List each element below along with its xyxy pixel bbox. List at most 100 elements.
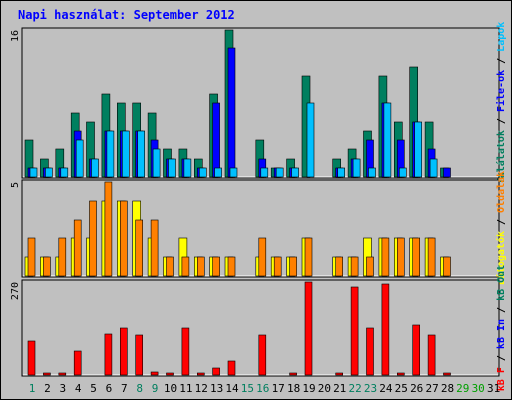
bar-middle-oldalak-18 xyxy=(289,256,297,277)
bar-top-lapok-8 xyxy=(137,130,145,178)
bar-bottom-kb-f-28 xyxy=(443,372,451,376)
bar-top-lapok-18 xyxy=(291,167,299,178)
legend-part-0: Találatok xyxy=(495,130,507,184)
legend-part-2: kB In xyxy=(496,319,507,349)
bar-middle-oldalak-10 xyxy=(166,256,174,277)
bar-top-lapok-25 xyxy=(398,167,407,178)
bar-middle-oldalak-12 xyxy=(197,256,205,277)
x-axis-labels: 1 2 3 4 5 6 7 8 9 10 11 12 13 14 15 16 17 18 19 20 21 22 23 24 2… xyxy=(29,382,501,395)
legend-part-4: Lapok xyxy=(496,22,507,52)
bar-bottom-kb-f-9 xyxy=(150,371,159,376)
bar-top-lapok-3 xyxy=(60,167,69,178)
bar-bottom-kb-f-11 xyxy=(181,327,190,376)
legend-part-2: Oldalak xyxy=(496,171,507,213)
bar-middle-oldalak-27 xyxy=(427,237,436,277)
bar-middle-oldalak-5 xyxy=(89,200,97,277)
bar-bottom-kb-f-25 xyxy=(396,372,405,376)
x-tick-label-5: 5 xyxy=(90,382,97,395)
bar-middle-oldalak-13 xyxy=(212,256,220,277)
bar-middle-oldalak-25 xyxy=(396,237,405,277)
bar-bottom-kb-f-22 xyxy=(350,286,359,376)
bar-top-lapok-16 xyxy=(260,167,269,178)
bar-top-lapok-26 xyxy=(414,121,423,178)
y-tick-label-middle: 5 xyxy=(10,182,21,188)
x-tick-label-13: 13 xyxy=(210,382,223,395)
bar-top-lapok-21 xyxy=(337,167,346,178)
x-tick-label-9: 9 xyxy=(152,382,159,395)
x-tick-label-17: 17 xyxy=(272,382,285,395)
bar-middle-oldalak-14 xyxy=(227,256,236,277)
bar-middle-oldalak-21 xyxy=(335,256,344,277)
bar-bottom-kb-f-14 xyxy=(227,360,236,376)
bar-middle-oldalak-19 xyxy=(304,237,313,277)
bar-bottom-kb-f-24 xyxy=(381,283,390,376)
x-tick-label-10: 10 xyxy=(164,382,177,395)
bar-top-lapok-11 xyxy=(183,158,192,178)
legend-part-1: / xyxy=(496,112,507,130)
bar-middle-oldalak-11 xyxy=(181,256,190,277)
x-tick-label-30: 30 xyxy=(472,382,485,395)
bar-middle-oldalak-4 xyxy=(73,219,82,277)
x-tick-label-22: 22 xyxy=(348,382,361,395)
side-legend-middle: Látogatók / Oldalak xyxy=(495,171,507,285)
x-tick-label-12: 12 xyxy=(195,382,208,395)
bar-bottom-kb-f-2 xyxy=(43,372,51,376)
x-tick-label-11: 11 xyxy=(179,382,192,395)
bar-top-lapok-5 xyxy=(91,158,99,178)
x-tick-label-18: 18 xyxy=(287,382,300,395)
x-tick-label-25: 25 xyxy=(395,382,408,395)
bar-bottom-kb-f-18 xyxy=(289,372,297,376)
bar-bottom-kb-f-8 xyxy=(135,334,143,376)
bar-bottom-kb-f-19 xyxy=(304,281,313,376)
bar-top-lapok-17 xyxy=(275,167,284,178)
chart-panel-bottom: 270 kB F / kB In / kB Out xyxy=(10,265,507,391)
x-tick-label-31: 31 xyxy=(487,382,500,395)
legend-part-2: File-ok xyxy=(495,70,507,112)
bar-top-lapok-12 xyxy=(199,167,207,178)
bar-top-lapok-1 xyxy=(29,167,38,178)
x-tick-label-28: 28 xyxy=(441,382,454,395)
bar-middle-oldalak-6 xyxy=(104,181,113,277)
bar-top-lapok-23 xyxy=(368,167,376,178)
bar-middle-oldalak-23 xyxy=(366,256,374,277)
x-tick-label-1: 1 xyxy=(29,382,36,395)
legend-part-3: / xyxy=(496,52,507,70)
page-title: Napi használat: September 2012 xyxy=(18,8,235,22)
bar-middle-oldalak-7 xyxy=(120,200,128,277)
bar-top-lapok-22 xyxy=(352,158,361,178)
bar-top-lapok-27 xyxy=(429,158,438,178)
legend-part-1: / xyxy=(496,213,507,231)
side-legend-top: Találatok / File-ok / Lapok xyxy=(495,22,507,185)
x-tick-label-16: 16 xyxy=(256,382,269,395)
bar-middle-oldalak-3 xyxy=(58,237,67,277)
y-tick-label-bottom: 270 xyxy=(10,282,21,300)
chart-panel-middle: 5 Látogatók / Oldalak xyxy=(10,171,507,285)
bar-middle-oldalak-17 xyxy=(273,256,282,277)
x-tick-label-26: 26 xyxy=(410,382,423,395)
x-tick-label-8: 8 xyxy=(136,382,143,395)
x-tick-label-14: 14 xyxy=(225,382,239,395)
bar-bottom-kb-f-13 xyxy=(212,367,220,376)
bar-bottom-kb-f-3 xyxy=(58,372,67,376)
legend-part-3: / xyxy=(496,301,507,319)
bar-bottom-kb-f-16 xyxy=(258,334,267,376)
bar-middle-oldalak-22 xyxy=(350,256,359,277)
x-tick-label-6: 6 xyxy=(106,382,113,395)
legend-part-1: / xyxy=(496,349,507,367)
bar-middle-oldalak-8 xyxy=(135,219,143,277)
bar-bottom-kb-f-10 xyxy=(166,372,174,376)
x-tick-label-15: 15 xyxy=(241,382,254,395)
bar-bottom-kb-f-23 xyxy=(366,327,374,376)
chart-panel-top: 16 Találatok / File-ok / Lapok xyxy=(10,22,507,185)
x-tick-label-23: 23 xyxy=(364,382,377,395)
bar-middle-oldalak-16 xyxy=(258,237,267,277)
bar-middle-oldalak-9 xyxy=(150,219,159,277)
x-tick-label-20: 20 xyxy=(318,382,331,395)
x-tick-label-2: 2 xyxy=(44,382,51,395)
bar-middle-oldalak-28 xyxy=(443,256,451,277)
bar-bottom-kb-f-7 xyxy=(120,327,128,376)
bar-top-lapok-9 xyxy=(152,148,161,178)
x-tick-label-7: 7 xyxy=(121,382,128,395)
bar-top-file-ok-14 xyxy=(227,47,236,178)
